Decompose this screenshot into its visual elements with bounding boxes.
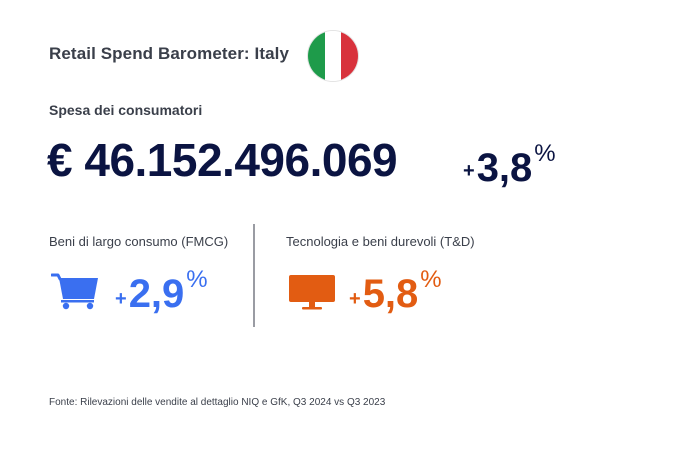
td-change-sign: + [349,288,361,310]
fmcg-change: +2,9% [115,266,208,317]
fmcg-change-value: 2,9 [128,272,185,316]
consumer-spend-amount: € 46.152.496.069 [47,134,398,186]
td-change-unit: % [420,266,442,293]
fmcg-change-unit: % [186,266,208,293]
shopping-cart-icon [51,273,98,310]
fmcg-label: Beni di largo consumo (FMCG) [49,234,229,249]
section-divider [253,224,255,327]
consumer-spend-change: +3,8% [463,140,556,191]
change-unit: % [534,140,556,167]
change-sign: + [463,160,475,182]
source-note: Fonte: Rilevazioni delle vendite al dett… [49,397,386,408]
consumer-spend-label: Spesa dei consumatori [49,102,203,118]
italy-flag-icon [308,31,358,81]
change-value: 3,8 [476,146,533,190]
monitor-icon [289,275,335,310]
page-title: Retail Spend Barometer: Italy [49,44,290,63]
td-change-value: 5,8 [362,272,419,316]
fmcg-change-sign: + [115,288,127,310]
td-label: Tecnologia e beni durevoli (T&D) [286,234,475,249]
td-change: +5,8% [349,266,442,317]
